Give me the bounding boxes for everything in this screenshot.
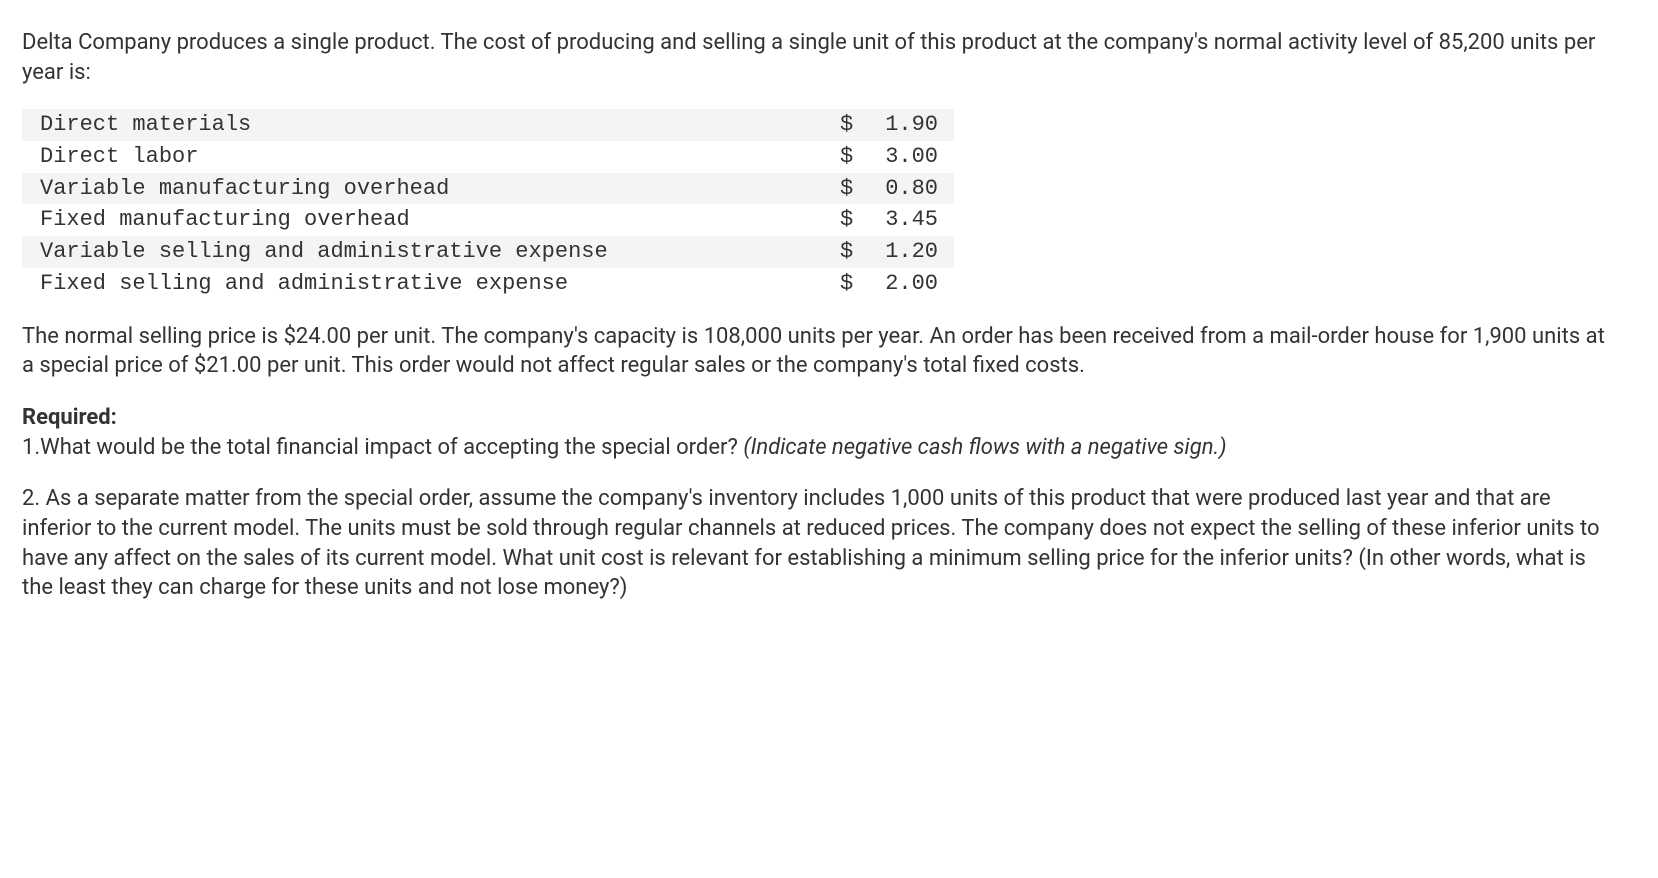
table-row: Variable selling and administrative expe… — [22, 236, 954, 268]
required-label: Required: — [22, 405, 117, 430]
cost-label: Variable selling and administrative expe… — [22, 236, 840, 268]
cost-value: 3.00 — [868, 141, 954, 173]
table-row: Variable manufacturing overhead $ 0.80 — [22, 173, 954, 205]
intro-paragraph: Delta Company produces a single product.… — [22, 28, 1622, 87]
question-1: Required: 1.What would be the total fina… — [22, 403, 1622, 462]
cost-table: Direct materials $ 1.90 Direct labor $ 3… — [22, 109, 954, 299]
question-2: 2. As a separate matter from the special… — [22, 484, 1622, 603]
cost-label: Direct materials — [22, 109, 840, 141]
currency-symbol: $ — [840, 173, 868, 205]
table-row: Direct materials $ 1.90 — [22, 109, 954, 141]
cost-value: 1.90 — [868, 109, 954, 141]
cost-value: 3.45 — [868, 204, 954, 236]
cost-label: Fixed selling and administrative expense — [22, 268, 840, 300]
currency-symbol: $ — [840, 141, 868, 173]
cost-label: Fixed manufacturing overhead — [22, 204, 840, 236]
currency-symbol: $ — [840, 204, 868, 236]
q1-prefix: 1. — [22, 435, 40, 460]
table-row: Direct labor $ 3.00 — [22, 141, 954, 173]
cost-label: Direct labor — [22, 141, 840, 173]
currency-symbol: $ — [840, 268, 868, 300]
currency-symbol: $ — [840, 109, 868, 141]
cost-value: 2.00 — [868, 268, 954, 300]
context-paragraph: The normal selling price is $24.00 per u… — [22, 322, 1622, 381]
q1-text: What would be the total financial impact… — [40, 435, 743, 460]
table-row: Fixed manufacturing overhead $ 3.45 — [22, 204, 954, 236]
cost-value: 0.80 — [868, 173, 954, 205]
cost-label: Variable manufacturing overhead — [22, 173, 840, 205]
currency-symbol: $ — [840, 236, 868, 268]
table-row: Fixed selling and administrative expense… — [22, 268, 954, 300]
cost-value: 1.20 — [868, 236, 954, 268]
q1-note: (Indicate negative cash flows with a neg… — [743, 435, 1226, 460]
